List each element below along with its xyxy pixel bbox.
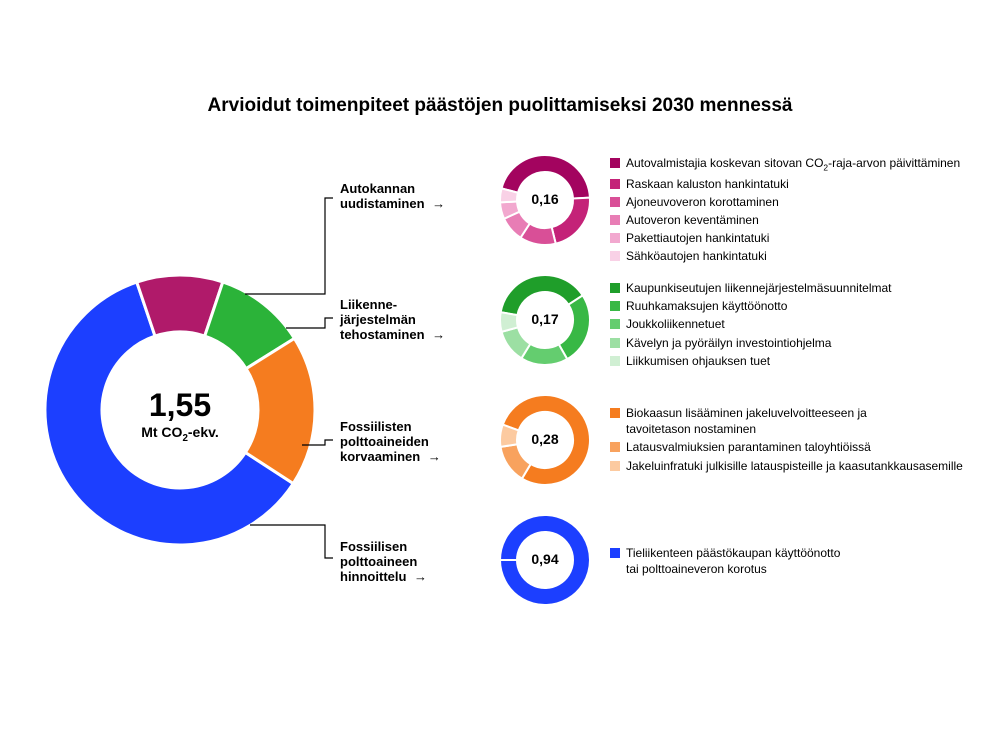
legend-item: Raskaan kaluston hankintatuki [610, 176, 960, 192]
small-donut-value-autokanta: 0,16 [515, 191, 575, 207]
legend-swatch [610, 215, 620, 225]
main-unit: Mt CO2-ekv. [110, 424, 250, 445]
legend-text: Latausvalmiuksien parantaminen taloyhtiö… [626, 439, 871, 455]
legend-item: Autovalmistajia koskevan sitovan CO2-raj… [610, 155, 960, 174]
legend-swatch [610, 158, 620, 168]
small-donut-value-hinnoittelu: 0,94 [515, 551, 575, 567]
legend-swatch [610, 233, 620, 243]
legend-swatch [610, 442, 620, 452]
legend-text: Joukkoliikennetuet [626, 316, 725, 332]
legend-text: Ajoneuvoveron korottaminen [626, 194, 779, 210]
legend-item: Joukkoliikennetuet [610, 316, 892, 332]
legend-item: Tieliikenteen päästökaupan käyttöönottot… [610, 545, 840, 577]
legend-swatch [610, 338, 620, 348]
legend-swatch [610, 251, 620, 261]
main-value: 1,55 [110, 386, 250, 424]
legend-text: Biokaasun lisääminen jakeluvelvoitteesee… [626, 405, 867, 437]
legend-text: Autoveron keventäminen [626, 212, 759, 228]
small-donut-value-liikenne: 0,17 [515, 311, 575, 327]
legend-item: Pakettiautojen hankintatuki [610, 230, 960, 246]
legend-text: Pakettiautojen hankintatuki [626, 230, 769, 246]
legend-fossiiliset_korv: Biokaasun lisääminen jakeluvelvoitteesee… [610, 405, 963, 476]
legend-hinnoittelu: Tieliikenteen päästökaupan käyttöönottot… [610, 545, 840, 579]
small-donut-value-fossiiliset_korv: 0,28 [515, 431, 575, 447]
legend-text: Tieliikenteen päästökaupan käyttöönottot… [626, 545, 840, 577]
category-label-hinnoittelu: Fossiilisenpolttoaineenhinnoittelu → [340, 540, 480, 585]
legend-swatch [610, 301, 620, 311]
legend-text: Jakeluinfratuki julkisille latauspisteil… [626, 458, 963, 474]
chart-title: Arvioidut toimenpiteet päästöjen puolitt… [0, 95, 1000, 117]
legend-item: Autoveron keventäminen [610, 212, 960, 228]
main-donut-center: 1,55 Mt CO2-ekv. [110, 386, 250, 445]
legend-liikenne: Kaupunkiseutujen liikennejärjestelmäsuun… [610, 280, 892, 371]
legend-item: Ajoneuvoveron korottaminen [610, 194, 960, 210]
legend-text: Ruuhkamaksujen käyttöönotto [626, 298, 787, 314]
legend-item: Biokaasun lisääminen jakeluvelvoitteesee… [610, 405, 963, 437]
donut-slice [501, 444, 531, 478]
legend-item: Liikkumisen ohjauksen tuet [610, 353, 892, 369]
category-label-autokanta: Autokannanuudistaminen → [340, 182, 480, 212]
legend-item: Kävelyn ja pyöräilyn investointiohjelma [610, 335, 892, 351]
legend-item: Ruuhkamaksujen käyttöönotto [610, 298, 892, 314]
legend-swatch [610, 283, 620, 293]
legend-swatch [610, 179, 620, 189]
category-label-fossiiliset_korv: Fossiilistenpolttoaineidenkorvaaminen → [340, 420, 480, 465]
legend-swatch [610, 548, 620, 558]
legend-item: Kaupunkiseutujen liikennejärjestelmäsuun… [610, 280, 892, 296]
legend-swatch [610, 356, 620, 366]
legend-item: Sähköautojen hankintatuki [610, 248, 960, 264]
legend-autokanta: Autovalmistajia koskevan sitovan CO2-raj… [610, 155, 960, 267]
donut-slice [559, 295, 590, 359]
legend-swatch [610, 197, 620, 207]
legend-swatch [610, 408, 620, 418]
legend-text: Kaupunkiseutujen liikennejärjestelmäsuun… [626, 280, 892, 296]
legend-text: Kävelyn ja pyöräilyn investointiohjelma [626, 335, 831, 351]
legend-text: Raskaan kaluston hankintatuki [626, 176, 789, 192]
legend-text: Sähköautojen hankintatuki [626, 248, 767, 264]
legend-item: Jakeluinfratuki julkisille latauspisteil… [610, 458, 963, 474]
category-label-liikenne: Liikenne-järjestelmäntehostaminen → [340, 298, 480, 343]
legend-text: Autovalmistajia koskevan sitovan CO2-raj… [626, 155, 960, 174]
legend-swatch [610, 319, 620, 329]
legend-text: Liikkumisen ohjauksen tuet [626, 353, 770, 369]
legend-item: Latausvalmiuksien parantaminen taloyhtiö… [610, 439, 963, 455]
legend-swatch [610, 461, 620, 471]
